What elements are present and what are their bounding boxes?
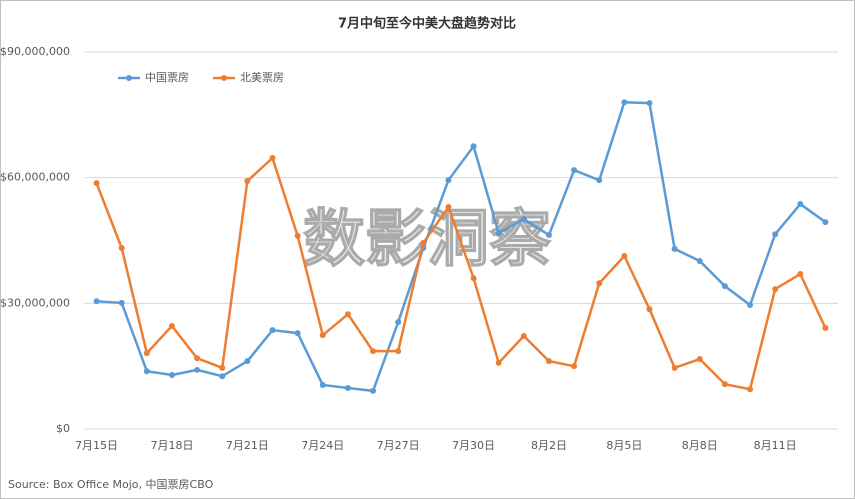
x-tick-label: 7月21日 [226,439,269,452]
y-tick-label: $60,000,000 [0,171,70,184]
data-point [118,245,125,252]
data-point [470,143,477,150]
data-point [520,216,527,223]
y-tick-label: $30,000,000 [0,296,70,309]
data-point [671,245,678,252]
data-point [822,219,829,226]
data-point [721,381,728,388]
data-point [571,363,578,370]
data-point [93,180,100,187]
data-point [194,355,201,362]
data-point [445,203,452,210]
x-tick-label: 8月11日 [754,439,797,452]
data-point [244,178,251,185]
data-point [621,252,628,259]
data-point [747,302,754,309]
x-tick-label: 7月18日 [150,439,193,452]
data-point [646,100,653,107]
data-point [168,371,175,378]
data-point [294,330,301,337]
data-point [545,232,552,239]
data-point [269,327,276,334]
data-point [194,366,201,373]
data-point [319,382,326,389]
y-tick-label: $0 [56,422,70,435]
data-point [747,386,754,393]
y-tick-label: $90,000,000 [0,45,70,58]
data-point [495,359,502,366]
x-tick-label: 7月27日 [377,439,420,452]
legend-marker [221,75,227,81]
data-point [596,280,603,287]
data-point [143,350,150,357]
data-point [244,358,251,365]
source: Source: Box Office Mojo, 中国票房CBO [8,478,214,491]
data-point [395,319,402,326]
data-point [772,231,779,238]
data-point [495,229,502,236]
data-point [344,384,351,391]
data-point [470,275,477,282]
x-tick-label: 8月8日 [682,439,718,452]
x-tick-label: 7月30日 [452,439,495,452]
data-point [93,298,100,305]
data-point [118,299,125,306]
data-point [370,387,377,394]
data-point [545,358,552,365]
data-point [395,348,402,355]
data-point [319,332,326,339]
data-point [520,333,527,340]
data-point [445,177,452,184]
x-tick-label: 7月15日 [75,439,118,452]
data-point [143,368,150,375]
series-line [95,155,827,391]
data-point [822,325,829,332]
data-point [344,311,351,318]
data-point [797,201,804,208]
data-point [596,177,603,184]
data-point [294,232,301,239]
data-point [168,322,175,329]
data-point [621,99,628,106]
data-point [219,373,226,380]
data-point [797,271,804,278]
chart-title: 7月中旬至今中美大盘趋势对比 [338,16,516,32]
data-point [370,348,377,355]
data-point [219,364,226,371]
legend-label: 中国票房 [145,71,189,84]
data-point [646,306,653,313]
legend-label: 北美票房 [240,71,284,84]
data-point [721,283,728,290]
data-point [772,286,779,293]
x-tick-label: 7月24日 [301,439,344,452]
data-point [671,364,678,371]
data-point [420,240,427,247]
series-line [96,100,827,393]
x-tick-label: 8月5日 [606,439,642,452]
x-tick-label: 8月2日 [531,439,567,452]
data-point [269,154,276,161]
legend-marker [126,75,132,81]
data-point [571,167,578,174]
data-point [696,258,703,265]
data-point [696,356,703,363]
